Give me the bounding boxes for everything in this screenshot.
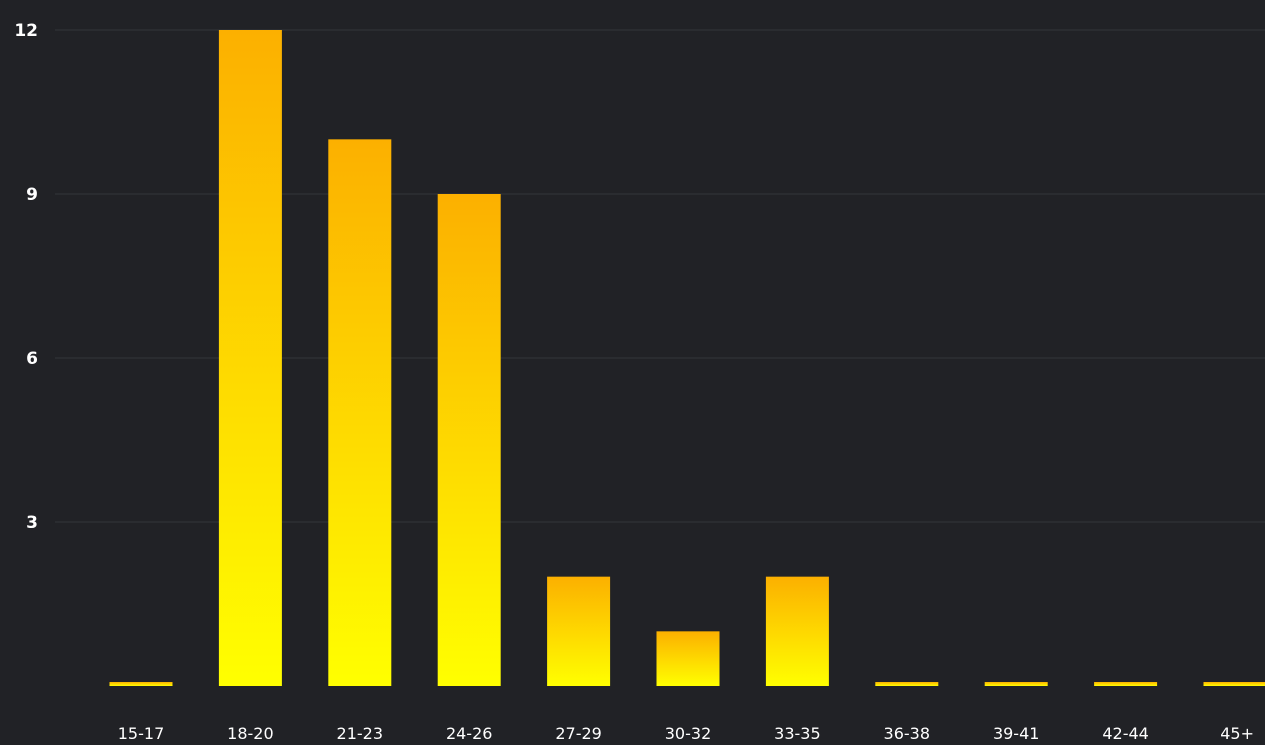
y-tick-label: 12: [14, 21, 38, 41]
y-axis-ticks: 3 6 9 12: [14, 21, 38, 533]
x-tick-label: 36-38: [884, 724, 931, 743]
bar[interactable]: [765, 576, 829, 686]
bar[interactable]: [1203, 682, 1265, 686]
bar[interactable]: [218, 30, 282, 686]
x-tick-label: 24-26: [446, 724, 493, 743]
x-axis-ticks: 15-17 18-20 21-23 24-26 27-29 30-32 33-35 36-38…: [118, 724, 1254, 743]
x-tick-label: 27-29: [555, 724, 602, 743]
x-tick-label: 33-35: [774, 724, 821, 743]
bar[interactable]: [547, 576, 611, 686]
bar[interactable]: [875, 682, 939, 686]
x-tick-label: 18-20: [227, 724, 274, 743]
x-tick-label: 42-44: [1102, 724, 1149, 743]
y-tick-label: 6: [26, 349, 38, 369]
bar[interactable]: [1094, 682, 1158, 686]
y-tick-label: 3: [26, 513, 38, 533]
bar[interactable]: [437, 194, 501, 686]
bar[interactable]: [328, 139, 392, 687]
x-tick-label: 39-41: [993, 724, 1040, 743]
bar[interactable]: [109, 682, 173, 686]
bar[interactable]: [984, 682, 1048, 686]
x-tick-label: 21-23: [337, 724, 384, 743]
x-tick-label: 15-17: [118, 724, 165, 743]
y-tick-label: 9: [26, 185, 38, 205]
x-tick-label: 45+: [1220, 724, 1254, 743]
bar[interactable]: [656, 631, 720, 686]
bars: [109, 30, 1265, 687]
x-tick-label: 30-32: [665, 724, 712, 743]
